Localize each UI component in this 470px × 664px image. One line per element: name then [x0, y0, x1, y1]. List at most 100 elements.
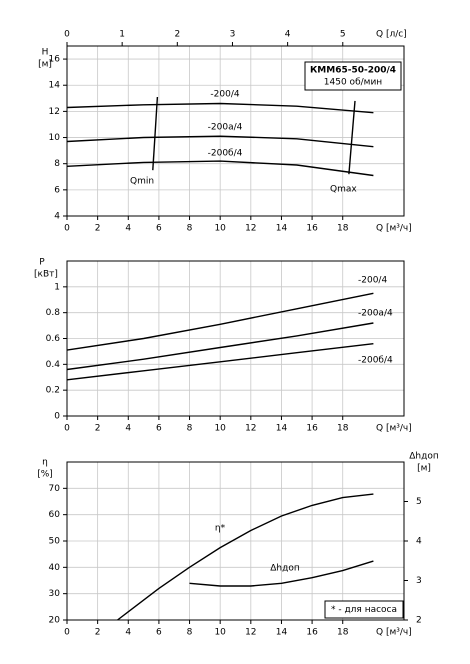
y-axis-unit: [м] — [38, 60, 52, 70]
series-label: -200/4 — [358, 276, 387, 286]
x-tick-label: 0 — [64, 224, 70, 234]
x-tick-label: 0 — [64, 628, 70, 638]
series-line — [66, 102, 374, 114]
y-tick-label: 14 — [49, 81, 61, 91]
y-tick-label: 60 — [49, 510, 61, 520]
series-label: -200/4 — [210, 90, 239, 100]
series-label: -200а/4 — [208, 123, 243, 133]
x-tick-label: 10 — [214, 628, 226, 638]
x-tick-label: 0 — [64, 424, 70, 434]
y2-tick-label: 2 — [416, 616, 422, 626]
series-line — [66, 343, 374, 381]
title-box — [304, 61, 402, 91]
x-tick-label: 8 — [187, 424, 193, 434]
y-tick-label: 20 — [49, 616, 61, 626]
x-tick-label: 4 — [125, 224, 131, 234]
y2-tick-label: 5 — [416, 497, 422, 507]
x-tick-label: 8 — [187, 224, 193, 234]
series-line — [66, 160, 374, 177]
x2-tick-label: 5 — [340, 30, 346, 40]
y-tick-label: 12 — [49, 107, 60, 117]
x2-tick-label: 1 — [119, 30, 125, 40]
note-box — [324, 600, 404, 619]
y-axis-label: η — [42, 458, 48, 468]
y2-tick-label: 3 — [416, 576, 422, 586]
y-tick-label: 70 — [49, 484, 61, 494]
series-line — [189, 560, 374, 587]
x-tick-label: 10 — [214, 424, 226, 434]
x-tick-label: 6 — [156, 628, 162, 638]
series-line — [348, 100, 356, 175]
x-tick-label: 16 — [306, 628, 318, 638]
series-label: -200б/4 — [208, 149, 243, 159]
x-tick-label: 12 — [245, 424, 256, 434]
y-axis-unit: [%] — [37, 470, 53, 480]
series-label: Qmin — [130, 177, 154, 187]
y-tick-label: 0.4 — [46, 360, 61, 370]
x-tick-label: 4 — [125, 424, 131, 434]
x-tick-label: 14 — [276, 224, 288, 234]
x2-tick-label: 2 — [174, 30, 180, 40]
y-tick-label: 10 — [49, 133, 61, 143]
x-tick-label: 12 — [245, 628, 256, 638]
series-line — [66, 322, 374, 371]
x2-axis-label: Q [л/с] — [376, 30, 407, 40]
x-tick-label: 2 — [95, 628, 101, 638]
plot-frame — [66, 45, 405, 217]
series-label: η* — [215, 524, 226, 534]
x-tick-label: 16 — [306, 224, 318, 234]
x-tick-label: 2 — [95, 224, 101, 234]
series-label: Δhдоп — [270, 564, 300, 574]
plot-frame — [66, 461, 405, 621]
y-axis-label: P — [39, 258, 45, 268]
y-tick-label: 40 — [49, 563, 61, 573]
y-tick-label: 0 — [54, 412, 60, 422]
x2-tick-label: 3 — [230, 30, 236, 40]
x-tick-label: 12 — [245, 224, 256, 234]
y-tick-label: 16 — [49, 55, 61, 65]
x-tick-label: 14 — [276, 424, 288, 434]
x-tick-label: 8 — [187, 628, 193, 638]
chart-title: КММ65-50-200/4 — [310, 66, 396, 76]
chart-subtitle: 1450 об/мин — [324, 78, 382, 88]
x2-tick-label: 0 — [64, 30, 70, 40]
x-tick-label: 10 — [214, 224, 226, 234]
x-tick-label: 6 — [156, 424, 162, 434]
x-tick-label: 4 — [125, 628, 131, 638]
y-axis-unit: [кВт] — [34, 270, 58, 280]
x-tick-label: 18 — [337, 628, 349, 638]
y-tick-label: 0.6 — [46, 334, 61, 344]
y-tick-label: 0.8 — [46, 308, 61, 318]
note: * - для насоса — [331, 605, 397, 615]
x-tick-label: 18 — [337, 224, 349, 234]
series-label: -200б/4 — [358, 356, 393, 366]
series-line — [66, 135, 374, 148]
y-tick-label: 1 — [54, 282, 60, 292]
y-tick-label: 8 — [54, 159, 60, 169]
y2-tick-label: 4 — [416, 537, 422, 547]
y2-axis-label: Δhдоп — [409, 452, 439, 462]
x-tick-label: 14 — [276, 628, 288, 638]
x-tick-label: 18 — [337, 424, 349, 434]
y-tick-label: 4 — [54, 212, 60, 222]
x-tick-label: 2 — [95, 424, 101, 434]
x-axis-label: Q [м³/ч] — [376, 628, 412, 638]
series-line — [152, 96, 159, 171]
x-tick-label: 6 — [156, 224, 162, 234]
y2-axis-unit: [м] — [417, 464, 431, 474]
series-line — [66, 292, 374, 351]
series-label: -200а/4 — [358, 309, 393, 319]
x-tick-label: 16 — [306, 424, 318, 434]
y-axis-label: H — [42, 48, 49, 58]
series-line — [117, 493, 374, 621]
x2-tick-label: 4 — [285, 30, 291, 40]
y-tick-label: 50 — [49, 537, 61, 547]
plot-frame — [66, 260, 405, 417]
series-label: Qmax — [330, 185, 357, 195]
y-tick-label: 0.2 — [46, 386, 60, 396]
y-tick-label: 6 — [54, 185, 60, 195]
x-axis-label: Q [м³/ч] — [376, 424, 412, 434]
x-axis-label: Q [м³/ч] — [376, 224, 412, 234]
